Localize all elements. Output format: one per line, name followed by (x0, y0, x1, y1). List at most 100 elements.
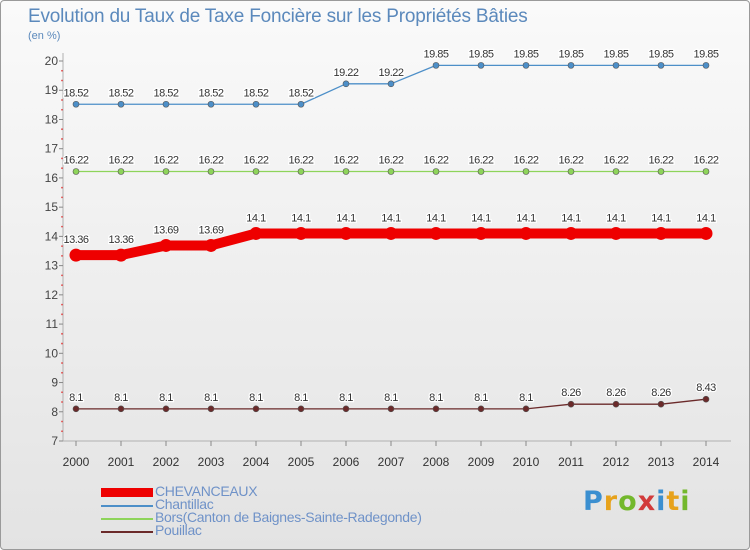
data-point (72, 168, 80, 175)
data-point (657, 62, 665, 69)
data-label: 18.52 (288, 87, 313, 99)
y-minor-tick (61, 391, 63, 394)
data-label: 8.1 (519, 392, 533, 404)
data-label: 19.85 (603, 48, 628, 60)
x-tick-label: 2008 (423, 455, 450, 469)
data-label: 18.52 (153, 87, 178, 99)
data-label: 16.22 (153, 154, 178, 166)
data-point (252, 100, 260, 108)
data-label: 8.1 (294, 392, 308, 404)
data-point (69, 248, 83, 262)
data-label: 19.85 (423, 48, 448, 60)
data-point (657, 400, 665, 408)
data-point (477, 405, 485, 413)
y-minor-tick (61, 313, 63, 316)
data-point (159, 238, 173, 252)
data-point (252, 168, 260, 175)
data-label: 16.22 (513, 154, 538, 166)
data-label: 18.52 (243, 87, 268, 99)
data-point (702, 395, 710, 403)
data-point (564, 226, 578, 240)
data-label: 13.69 (198, 224, 223, 236)
data-point (297, 100, 305, 108)
y-tick-label: 12 (45, 288, 59, 302)
data-point (432, 62, 440, 69)
data-label: 16.22 (243, 154, 268, 166)
data-label: 16.22 (693, 154, 718, 166)
data-label: 18.52 (108, 87, 133, 99)
data-point (567, 168, 575, 175)
y-tick-label: 20 (45, 54, 59, 68)
y-minor-tick (61, 254, 63, 257)
proxiti-logo: Proxiti (583, 486, 691, 517)
legend-swatch (101, 531, 153, 533)
data-label: 13.36 (63, 234, 88, 246)
data-point (612, 400, 620, 408)
y-minor-tick (61, 303, 63, 306)
data-label: 14.1 (291, 212, 311, 224)
data-point (612, 168, 620, 175)
data-point (387, 80, 395, 88)
x-tick-label: 2004 (243, 455, 270, 469)
data-label: 8.26 (561, 387, 581, 399)
data-point (72, 405, 80, 413)
data-label: 8.1 (339, 392, 353, 404)
y-tick-label: 13 (45, 259, 59, 273)
y-minor-tick (61, 401, 63, 403)
y-minor-tick (61, 157, 63, 160)
y-minor-tick (61, 138, 63, 140)
data-point (477, 168, 485, 175)
data-label: 19.85 (693, 48, 718, 60)
legend-swatch (101, 488, 153, 497)
legend-label: Pouillac (155, 522, 202, 538)
data-label: 13.36 (108, 234, 133, 246)
data-point (342, 405, 350, 413)
y-minor-tick (61, 99, 63, 101)
y-tick-label: 9 (51, 376, 58, 390)
y-minor-tick (61, 186, 63, 189)
data-point (474, 226, 488, 240)
data-label: 19.22 (378, 67, 403, 79)
data-label: 14.1 (651, 212, 671, 224)
data-point (252, 405, 260, 413)
data-label: 14.1 (561, 212, 581, 224)
chart-title: Evolution du Taux de Taxe Foncière sur l… (28, 6, 528, 27)
legend-label: Chantillac (155, 496, 214, 512)
data-point (387, 405, 395, 413)
data-label: 14.1 (381, 212, 401, 224)
data-point (117, 100, 125, 108)
y-minor-tick (61, 362, 63, 364)
x-tick-label: 2002 (153, 455, 180, 469)
legend-label: CHEVANCEAUX (155, 483, 258, 499)
data-label: 16.22 (198, 154, 223, 166)
x-tick-label: 2000 (63, 455, 90, 469)
data-label: 8.1 (384, 392, 398, 404)
data-point (567, 400, 575, 408)
data-point (294, 226, 308, 240)
y-minor-tick (61, 245, 63, 248)
y-minor-tick (61, 342, 63, 345)
data-point (612, 62, 620, 69)
data-point (249, 226, 263, 240)
x-tick-label: 2005 (288, 455, 315, 469)
data-point (207, 168, 215, 175)
data-point (162, 405, 170, 413)
data-point (72, 100, 80, 108)
data-label: 16.22 (108, 154, 133, 166)
data-label: 8.1 (159, 392, 173, 404)
data-label: 16.22 (558, 154, 583, 166)
data-label: 8.26 (606, 387, 626, 399)
y-minor-tick (61, 420, 63, 423)
data-label: 16.22 (603, 154, 628, 166)
data-point (522, 168, 530, 175)
data-point (114, 248, 128, 262)
data-label: 8.1 (249, 392, 263, 404)
y-minor-tick (61, 108, 63, 111)
y-minor-tick (61, 371, 63, 374)
y-tick-label: 8 (51, 405, 58, 419)
y-tick-label: 17 (45, 142, 59, 156)
data-label: 16.22 (378, 154, 403, 166)
data-label: 16.22 (63, 154, 88, 166)
data-label: 14.1 (696, 212, 716, 224)
y-minor-tick (61, 128, 63, 131)
